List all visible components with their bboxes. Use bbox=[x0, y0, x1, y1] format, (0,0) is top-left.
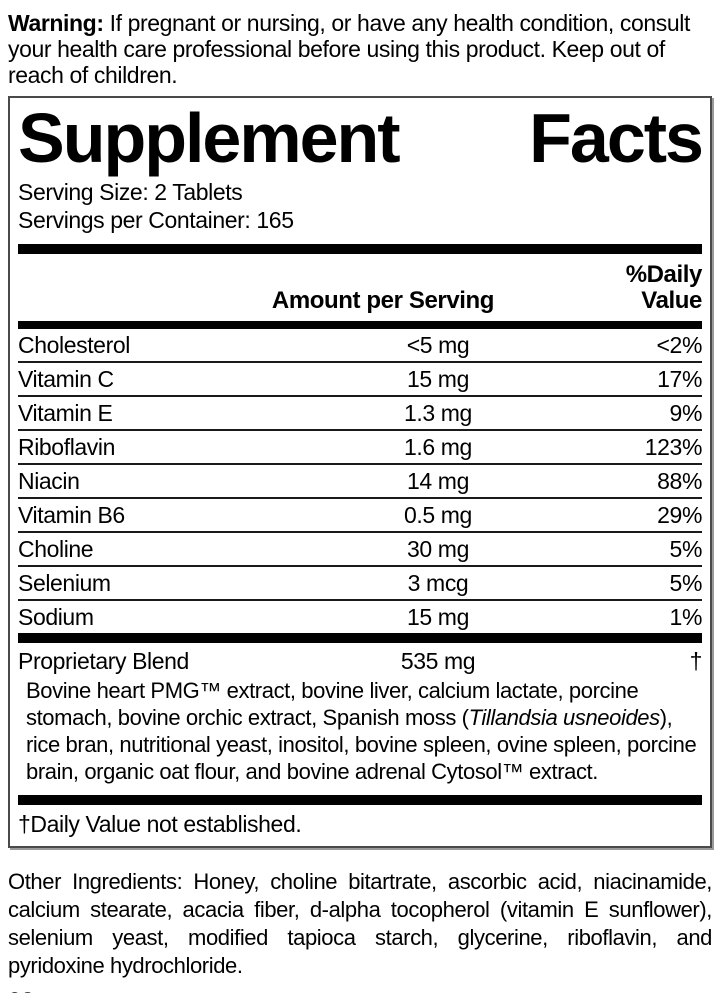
divider-bar-above-blend bbox=[18, 633, 702, 643]
nutrient-name: Choline bbox=[18, 536, 94, 562]
nutrient-amount: 3 mcg bbox=[407, 570, 469, 596]
column-header-daily-value: %Daily Value bbox=[625, 261, 703, 314]
nutrient-name: Vitamin E bbox=[18, 400, 113, 426]
blend-desc-text: Bovine heart PMG™ extract, bovine liver,… bbox=[26, 678, 639, 730]
panel-title-word-supplement: Supplement bbox=[18, 99, 401, 177]
table-row: Vitamin E 1.3 mg 9% bbox=[18, 397, 702, 431]
nutrient-name: Vitamin C bbox=[18, 366, 114, 392]
nutrient-daily-value: 88% bbox=[657, 468, 702, 494]
panel-title: Supplement Facts bbox=[18, 99, 704, 178]
nutrient-name: Cholesterol bbox=[18, 332, 130, 358]
blend-name: Proprietary Blend bbox=[18, 648, 189, 674]
nutrient-name: Selenium bbox=[18, 570, 111, 596]
table-row: Cholesterol <5 mg <2% bbox=[18, 329, 702, 363]
label-code: 08 bbox=[8, 988, 712, 993]
proprietary-blend-row: Proprietary Blend 535 mg † bbox=[18, 643, 702, 677]
nutrient-amount: 15 mg bbox=[407, 604, 469, 630]
blend-amount: 535 mg bbox=[400, 648, 476, 674]
warning-paragraph: Warning: If pregnant or nursing, or have… bbox=[8, 10, 712, 88]
nutrient-daily-value: 123% bbox=[644, 434, 703, 460]
nutrient-daily-value: <2% bbox=[656, 332, 703, 358]
servings-per-container: Servings per Container: 165 bbox=[18, 207, 294, 233]
blend-desc-latin-name: Tillandsia usneoides bbox=[468, 705, 661, 730]
nutrient-amount: 1.6 mg bbox=[404, 434, 472, 460]
nutrient-name: Riboflavin bbox=[18, 434, 115, 460]
table-row: Vitamin B6 0.5 mg 29% bbox=[18, 499, 702, 533]
panel-title-word-facts: Facts bbox=[529, 99, 704, 177]
column-header-amount: Amount per Serving bbox=[271, 287, 495, 314]
table-row: Choline 30 mg 5% bbox=[18, 533, 702, 567]
nutrient-daily-value: 29% bbox=[657, 502, 702, 528]
table-row: Riboflavin 1.6 mg 123% bbox=[18, 431, 702, 465]
nutrient-table: Cholesterol <5 mg <2% Vitamin C 15 mg 17% Vita… bbox=[18, 329, 702, 633]
nutrient-amount: 15 mg bbox=[407, 366, 469, 392]
divider-bar-above-footnote bbox=[18, 795, 702, 805]
nutrient-name: Sodium bbox=[18, 604, 94, 630]
supplement-facts-panel: Supplement Facts Serving Size: 2 Tablets… bbox=[8, 96, 712, 848]
table-column-header: Amount per Serving %Daily Value bbox=[18, 254, 702, 321]
nutrient-amount: <5 mg bbox=[406, 332, 470, 358]
table-row: Vitamin C 15 mg 17% bbox=[18, 363, 702, 397]
nutrient-daily-value: 17% bbox=[657, 366, 702, 392]
nutrient-daily-value: 9% bbox=[669, 400, 703, 426]
nutrient-name: Niacin bbox=[18, 468, 80, 494]
other-ingredients-paragraph: Other Ingredients: Honey, choline bitart… bbox=[8, 869, 712, 978]
table-row: Sodium 15 mg 1% bbox=[18, 601, 702, 633]
daily-value-footnote: †Daily Value not established. bbox=[18, 811, 302, 837]
nutrient-amount: 1.3 mg bbox=[404, 400, 472, 426]
warning-text: If pregnant or nursing, or have any heal… bbox=[8, 10, 690, 88]
blend-desc-text-tail: ), rice bran, nutritional yeast, inosito… bbox=[26, 705, 697, 784]
serving-size: Serving Size: 2 Tablets bbox=[18, 179, 243, 205]
divider-bar-top bbox=[18, 244, 702, 254]
nutrient-amount: 14 mg bbox=[407, 468, 469, 494]
divider-bar-under-header bbox=[18, 321, 702, 329]
nutrient-amount: 30 mg bbox=[407, 536, 469, 562]
proprietary-blend-description: Bovine heart PMG™ extract, bovine liver,… bbox=[18, 677, 702, 791]
blend-daily-value-dagger: † bbox=[689, 648, 703, 674]
table-row: Niacin 14 mg 88% bbox=[18, 465, 702, 499]
nutrient-daily-value: 5% bbox=[669, 536, 703, 562]
nutrient-daily-value: 1% bbox=[669, 604, 703, 630]
nutrient-amount: 0.5 mg bbox=[404, 502, 472, 528]
nutrient-name: Vitamin B6 bbox=[18, 502, 125, 528]
serving-info: Serving Size: 2 Tablets Servings per Con… bbox=[18, 178, 702, 234]
table-row: Selenium 3 mcg 5% bbox=[18, 567, 702, 601]
warning-label: Warning: bbox=[8, 10, 104, 36]
nutrient-daily-value: 5% bbox=[669, 570, 703, 596]
